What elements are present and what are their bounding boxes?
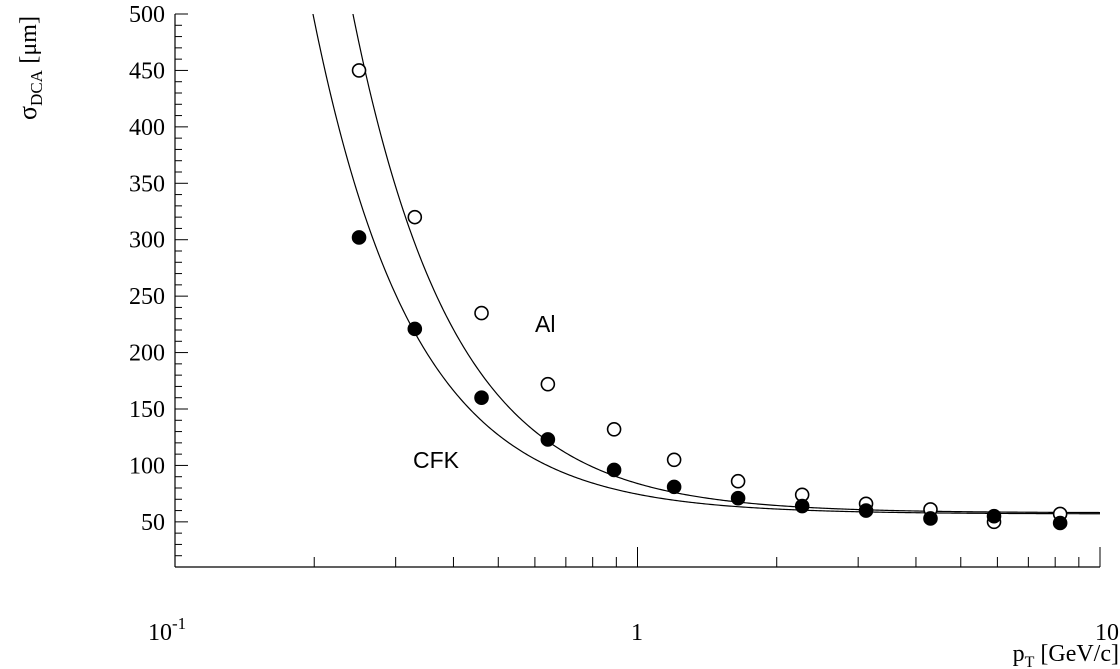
annotation-al: Al bbox=[535, 311, 555, 337]
data-point-cfk bbox=[986, 508, 1002, 524]
fit-curve-cfk bbox=[312, 14, 1100, 515]
y-ticks: 50 100 150 200 250 300 350 400 450 500 bbox=[129, 2, 188, 557]
data-point-cfk bbox=[540, 432, 556, 447]
y-tick-label: 50 bbox=[141, 510, 165, 536]
data-point-cfk bbox=[923, 511, 938, 526]
y-tick-label: 100 bbox=[129, 453, 165, 479]
data-point-cfk bbox=[794, 498, 810, 514]
x-tick-label-1: 1 bbox=[631, 620, 643, 646]
data-point-cfk bbox=[730, 490, 746, 506]
y-tick-label: 350 bbox=[129, 171, 165, 197]
data-point-cfk bbox=[351, 230, 367, 245]
fit-curves bbox=[312, 14, 1101, 515]
data-point-cfk bbox=[666, 479, 682, 495]
data-point-cfk bbox=[474, 390, 489, 406]
data-point-cfk bbox=[606, 462, 622, 478]
data-point-al bbox=[540, 376, 556, 392]
data-point-cfk bbox=[407, 321, 423, 337]
x-tick-label-0: 10-1 bbox=[148, 614, 186, 646]
x-axis-label: pT [GeV/c] bbox=[1013, 641, 1119, 669]
y-tick-label: 150 bbox=[129, 397, 165, 423]
y-tick-label: 250 bbox=[129, 284, 165, 310]
data-point-al bbox=[474, 305, 489, 321]
annotation-cfk: CFK bbox=[413, 447, 460, 473]
data-point-al bbox=[407, 209, 423, 225]
y-tick-label: 300 bbox=[129, 228, 165, 254]
data-point-cfk bbox=[858, 503, 874, 518]
data-point-al bbox=[730, 473, 746, 489]
x-ticks bbox=[174, 547, 1101, 567]
y-axis-label: σDCA [μm] bbox=[13, 16, 46, 120]
y-tick-label: 450 bbox=[129, 58, 165, 84]
data-point-al bbox=[666, 452, 682, 468]
x-tick-label-2: 10 bbox=[1095, 620, 1119, 646]
y-tick-label: 200 bbox=[129, 341, 165, 367]
data-point-al bbox=[606, 422, 622, 437]
data-point-cfk bbox=[1052, 515, 1068, 531]
data-point-al bbox=[351, 63, 367, 78]
data-points bbox=[351, 63, 1068, 531]
fit-curve-al bbox=[352, 14, 1101, 514]
y-tick-label: 400 bbox=[129, 115, 165, 141]
y-tick-label: 500 bbox=[129, 2, 165, 28]
